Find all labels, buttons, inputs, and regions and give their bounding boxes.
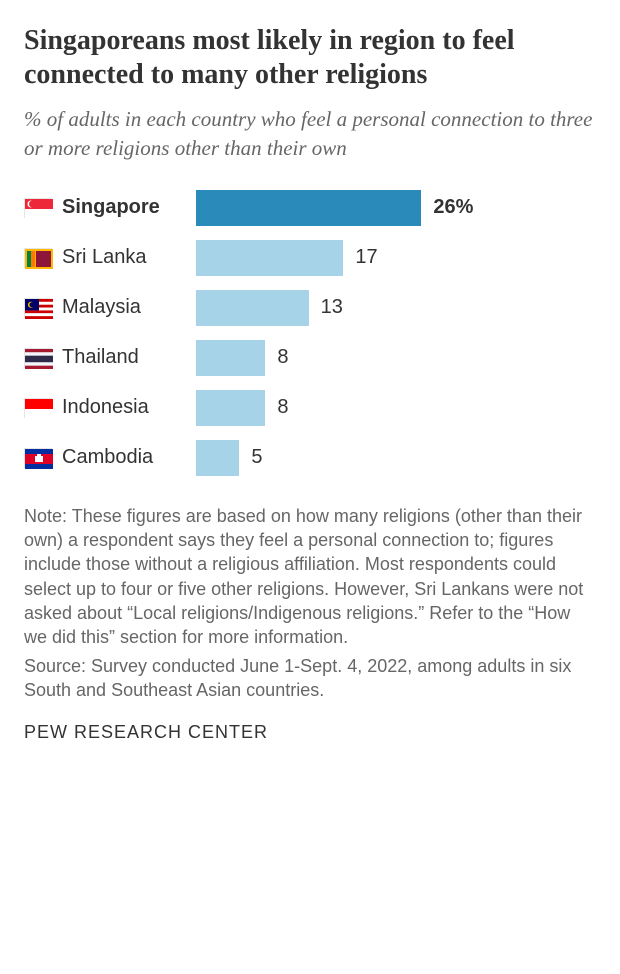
bar bbox=[196, 340, 265, 376]
bar-value: 17 bbox=[355, 246, 377, 269]
flag-icon bbox=[24, 398, 52, 418]
bar-value: 8 bbox=[277, 346, 288, 369]
bar-area: 8 bbox=[196, 340, 596, 376]
bar bbox=[196, 240, 343, 276]
bar bbox=[196, 290, 309, 326]
flag-icon bbox=[24, 298, 52, 318]
bar-area: 26% bbox=[196, 190, 596, 226]
country-label: Thailand bbox=[62, 346, 196, 369]
chart-note: Note: These figures are based on how man… bbox=[24, 504, 596, 650]
bar bbox=[196, 440, 239, 476]
bar bbox=[196, 390, 265, 426]
bar-area: 8 bbox=[196, 390, 596, 426]
bar bbox=[196, 190, 421, 226]
bar-chart: Singapore 26% Sri Lanka 17 Malaysia 13 Thailan… bbox=[24, 190, 596, 476]
bar-value: 13 bbox=[321, 296, 343, 319]
country-label: Indonesia bbox=[62, 396, 196, 419]
chart-row: Indonesia 8 bbox=[24, 390, 596, 426]
chart-row: Malaysia 13 bbox=[24, 290, 596, 326]
bar-value: 5 bbox=[251, 446, 262, 469]
country-label: Malaysia bbox=[62, 296, 196, 319]
bar-value: 26% bbox=[433, 196, 473, 219]
country-label: Sri Lanka bbox=[62, 246, 196, 269]
bar-area: 17 bbox=[196, 240, 596, 276]
chart-source: Source: Survey conducted June 1-Sept. 4,… bbox=[24, 654, 596, 703]
chart-row: Singapore 26% bbox=[24, 190, 596, 226]
bar-area: 5 bbox=[196, 440, 596, 476]
flag-icon bbox=[24, 348, 52, 368]
chart-row: Cambodia 5 bbox=[24, 440, 596, 476]
flag-icon bbox=[24, 248, 52, 268]
flag-icon bbox=[24, 448, 52, 468]
bar-area: 13 bbox=[196, 290, 596, 326]
chart-row: Sri Lanka 17 bbox=[24, 240, 596, 276]
country-label: Singapore bbox=[62, 196, 196, 219]
bar-value: 8 bbox=[277, 396, 288, 419]
chart-row: Thailand 8 bbox=[24, 340, 596, 376]
chart-subtitle: % of adults in each country who feel a p… bbox=[24, 105, 596, 162]
flag-icon bbox=[24, 198, 52, 218]
chart-title: Singaporeans most likely in region to fe… bbox=[24, 24, 596, 91]
country-label: Cambodia bbox=[62, 446, 196, 469]
attribution: PEW RESEARCH CENTER bbox=[24, 722, 596, 743]
